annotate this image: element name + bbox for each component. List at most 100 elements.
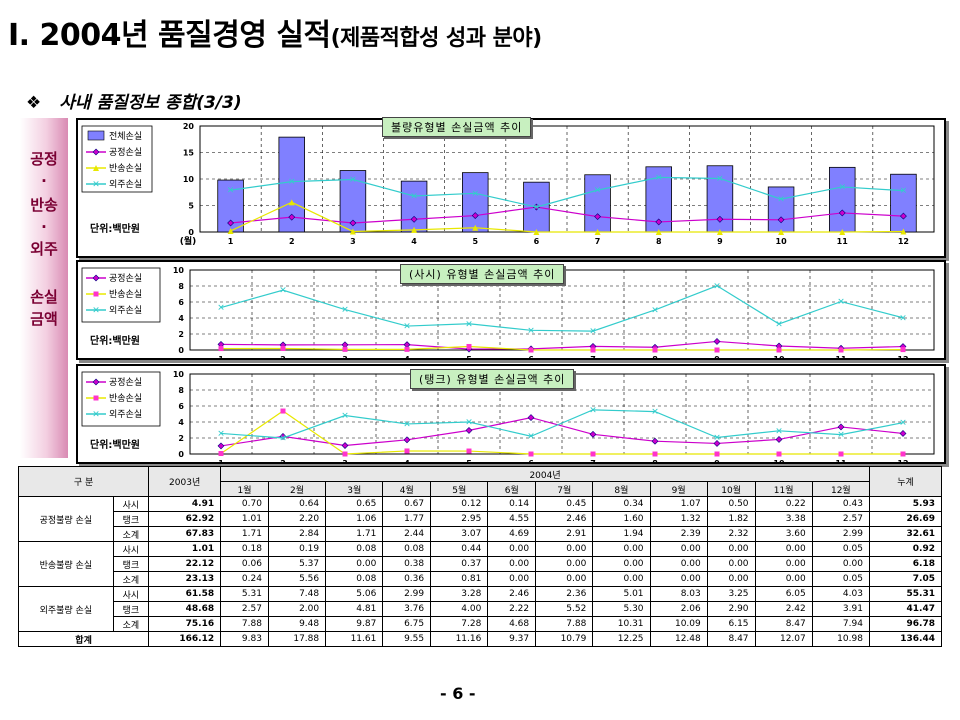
month-value: 0.00 — [649, 571, 708, 587]
y-tick-label: 0 — [178, 346, 184, 355]
y-tick-label: 8 — [178, 386, 184, 395]
x-tick-label: 2 — [280, 355, 286, 358]
month-value: 0.00 — [325, 556, 384, 572]
x-tick-label: 8 — [652, 355, 658, 358]
series-point — [777, 216, 785, 224]
month-value: 0.37 — [430, 556, 489, 572]
y-tick-label: 20 — [183, 122, 195, 131]
month-value: 5.01 — [592, 586, 651, 602]
series-point — [411, 226, 418, 233]
x-tick-label: 5 — [472, 237, 478, 246]
series-point — [590, 451, 596, 457]
month-value: 3.28 — [430, 586, 489, 602]
x-tick-label: 3 — [350, 237, 356, 246]
table-row: 소계 23.13 0.24 5.56 0.08 0.36 0.81 0.00 0.00 0.00 0… — [19, 571, 943, 587]
month-value: 0.00 — [535, 541, 594, 557]
month-value: 0.00 — [649, 556, 708, 572]
legend-label: 반송손실 — [109, 163, 142, 174]
y-tick-label: 6 — [178, 298, 184, 307]
value-2003: 62.92 — [148, 511, 222, 527]
bar — [584, 174, 611, 233]
x-tick-label: 12 — [897, 459, 908, 462]
series-point — [218, 346, 224, 352]
month-value: 0.00 — [535, 556, 594, 572]
series-point — [341, 442, 349, 449]
series-line — [220, 345, 904, 351]
sub-label: 사시 — [112, 496, 150, 512]
table-row: 소계 67.83 1.71 2.84 1.71 2.44 3.07 4.69 2.91 1.94 2… — [19, 526, 943, 542]
month-value: 0.00 — [754, 541, 813, 557]
month-value: 0.05 — [811, 571, 870, 587]
table-row: 탱크 62.92 1.01 2.20 1.06 1.77 2.95 4.55 2.46 1.60 1… — [19, 511, 943, 527]
series-point — [839, 229, 846, 235]
sub-label: 사시 — [112, 586, 150, 602]
legend-label: 공정손실 — [109, 147, 142, 158]
month-header: 2월 — [267, 481, 327, 497]
month-value: 0.36 — [382, 571, 432, 587]
month-value: 8.47 — [706, 631, 756, 647]
x-tick-label: 12 — [898, 237, 909, 246]
series-line — [220, 285, 904, 332]
month-value: 0.05 — [811, 541, 870, 557]
series-point — [349, 219, 357, 227]
total-value: 41.47 — [868, 601, 943, 617]
month-header: 9월 — [649, 481, 708, 497]
chart-title: 불량유형별 손실금액 추이 — [382, 117, 532, 137]
legend-label: 외주손실 — [109, 408, 142, 420]
value-2003: 23.13 — [148, 571, 222, 587]
page-title-main: Ⅰ. 2004년 품질경영 실적 — [8, 18, 331, 53]
month-value: 2.95 — [430, 511, 489, 527]
x-tick-label: 5 — [466, 459, 472, 462]
legend-point: ✕ — [92, 306, 100, 316]
total-value: 26.69 — [868, 511, 943, 527]
month-value: 0.12 — [430, 496, 489, 512]
legend-label: 외주손실 — [109, 304, 142, 316]
month-value: 12.48 — [649, 631, 708, 647]
legend-label: 공정손실 — [109, 377, 142, 388]
x-tick-label: 3 — [342, 355, 348, 358]
month-value: 2.46 — [487, 586, 537, 602]
month-value: 7.88 — [220, 616, 269, 632]
x-tick-label: 7 — [590, 355, 596, 358]
sub-label: 탱크 — [112, 601, 150, 617]
month-value: 5.37 — [267, 556, 327, 572]
table-header-row: 구 분 2003년 2004년 누계 — [17, 466, 943, 497]
bar — [400, 180, 428, 233]
x-tick-label: 1 — [228, 237, 234, 246]
month-value: 0.34 — [592, 496, 651, 512]
x-tick-label: 2 — [289, 237, 295, 246]
series-line — [230, 201, 904, 233]
series-point: ✕ — [410, 192, 418, 202]
x-tick-label: 2 — [280, 459, 286, 462]
series-point — [589, 430, 597, 438]
series-point — [838, 451, 844, 457]
series-line — [220, 416, 904, 447]
month-value: 2.20 — [267, 511, 327, 527]
series-point — [471, 212, 479, 219]
page-number: - 6 - — [440, 684, 476, 703]
series-point: ✕ — [589, 327, 597, 337]
x-tick-label: 10 — [773, 355, 785, 358]
legend-point — [93, 395, 99, 401]
month-value: 2.39 — [649, 526, 708, 542]
series-point: ✕ — [837, 298, 845, 308]
x-unit-label: (월) — [180, 235, 197, 247]
series-point — [472, 224, 479, 231]
x-tick-label: 9 — [714, 459, 720, 462]
month-value: 5.30 — [592, 601, 651, 617]
series-point: ✕ — [594, 186, 602, 196]
series-point — [465, 426, 473, 434]
series-point — [838, 347, 844, 353]
month-value: 4.68 — [487, 616, 537, 632]
month-value: 5.56 — [267, 571, 327, 587]
x-tick-label: 6 — [528, 459, 534, 462]
y-tick-label: 15 — [183, 149, 195, 158]
bar — [890, 173, 917, 233]
series-point — [528, 451, 534, 457]
month-value: 2.42 — [754, 601, 813, 617]
month-value: 7.88 — [535, 616, 594, 632]
x-tick-label: 11 — [835, 355, 847, 358]
month-value: 0.22 — [754, 496, 813, 512]
month-value: 6.75 — [382, 616, 432, 632]
series-point: ✕ — [713, 282, 721, 292]
